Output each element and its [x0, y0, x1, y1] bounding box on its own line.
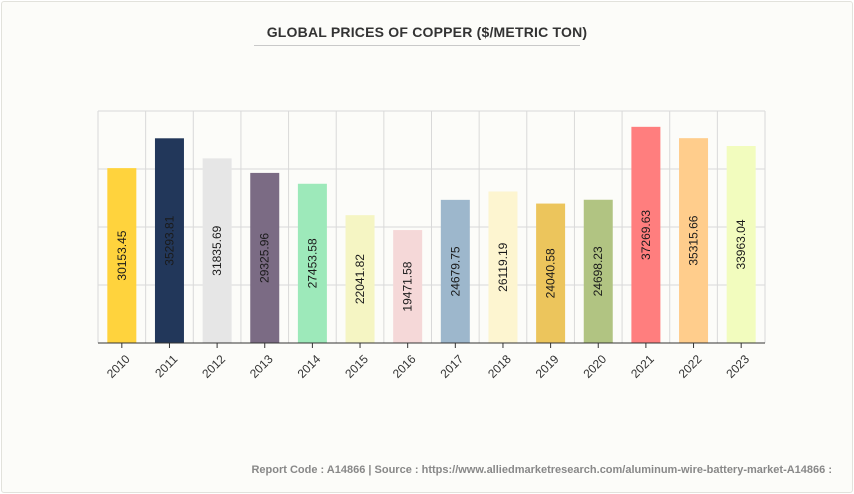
x-tick-label-2011: 2011 [152, 352, 180, 380]
bar-2011 [154, 138, 184, 343]
bar-2023 [726, 146, 756, 343]
data-label-2017: 24679.75 [448, 246, 462, 296]
data-label-2015: 22041.82 [353, 254, 367, 304]
x-tick-label-2012: 2012 [199, 352, 228, 381]
x-tick-label-2018: 2018 [485, 352, 514, 381]
bars [107, 126, 756, 343]
bar-2013 [250, 172, 280, 343]
bar-2012 [202, 158, 232, 343]
bar-2017 [440, 199, 470, 343]
bar-2021 [631, 126, 661, 343]
bar-2010 [107, 168, 137, 343]
data-label-2018: 26119.19 [496, 242, 510, 291]
data-label-2021: 37269.63 [639, 210, 653, 260]
data-label-2019: 24040.58 [544, 248, 558, 298]
x-tick-label-2015: 2015 [342, 352, 371, 381]
data-label-2011: 35293.81 [162, 215, 176, 265]
gridlines [97, 110, 766, 344]
data-labels: 30153.45 35293.81 31835.69 29325.96 27453.58… [115, 210, 748, 312]
title-divider [254, 45, 580, 46]
data-label-2023: 33963.04 [734, 219, 748, 269]
x-tick-label-2017: 2017 [437, 352, 466, 381]
data-label-2013: 29325.96 [258, 233, 272, 283]
bar-2016 [393, 230, 423, 343]
bar-2015 [345, 215, 375, 343]
x-tick-label-2020: 2020 [580, 352, 609, 381]
chart-title: GLOBAL PRICES OF COPPER ($/METRIC TON) [266, 24, 588, 40]
x-tick-label-2013: 2013 [247, 352, 276, 381]
x-tick-label-2023: 2023 [723, 352, 752, 381]
x-tick-label-2014: 2014 [295, 352, 324, 381]
x-tick-label-2021: 2021 [628, 352, 657, 381]
x-tick-label-2019: 2019 [533, 352, 562, 381]
x-tick-label-2016: 2016 [390, 352, 419, 381]
data-label-2016: 19471.58 [401, 261, 415, 311]
data-label-2022: 35315.66 [687, 215, 701, 265]
source-footer: Report Code : A14866 | Source : https://… [251, 464, 832, 476]
bar-2020 [583, 199, 613, 343]
bar-2022 [679, 138, 709, 343]
x-tick-label-2010: 2010 [104, 352, 133, 381]
data-label-2010: 30153.45 [115, 230, 129, 280]
bar-2018 [488, 191, 518, 343]
data-label-2020: 24698.23 [591, 246, 605, 296]
bar-2014 [297, 183, 327, 343]
data-label-2012: 31835.69 [210, 225, 224, 275]
bar-2019 [536, 203, 566, 343]
data-label-2014: 27453.58 [305, 238, 319, 288]
x-tick-label-2022: 2022 [676, 352, 705, 381]
x-axis: 2010 2011 2012 2013 2014 2015 2016 2017 2018 2019… [98, 342, 765, 381]
